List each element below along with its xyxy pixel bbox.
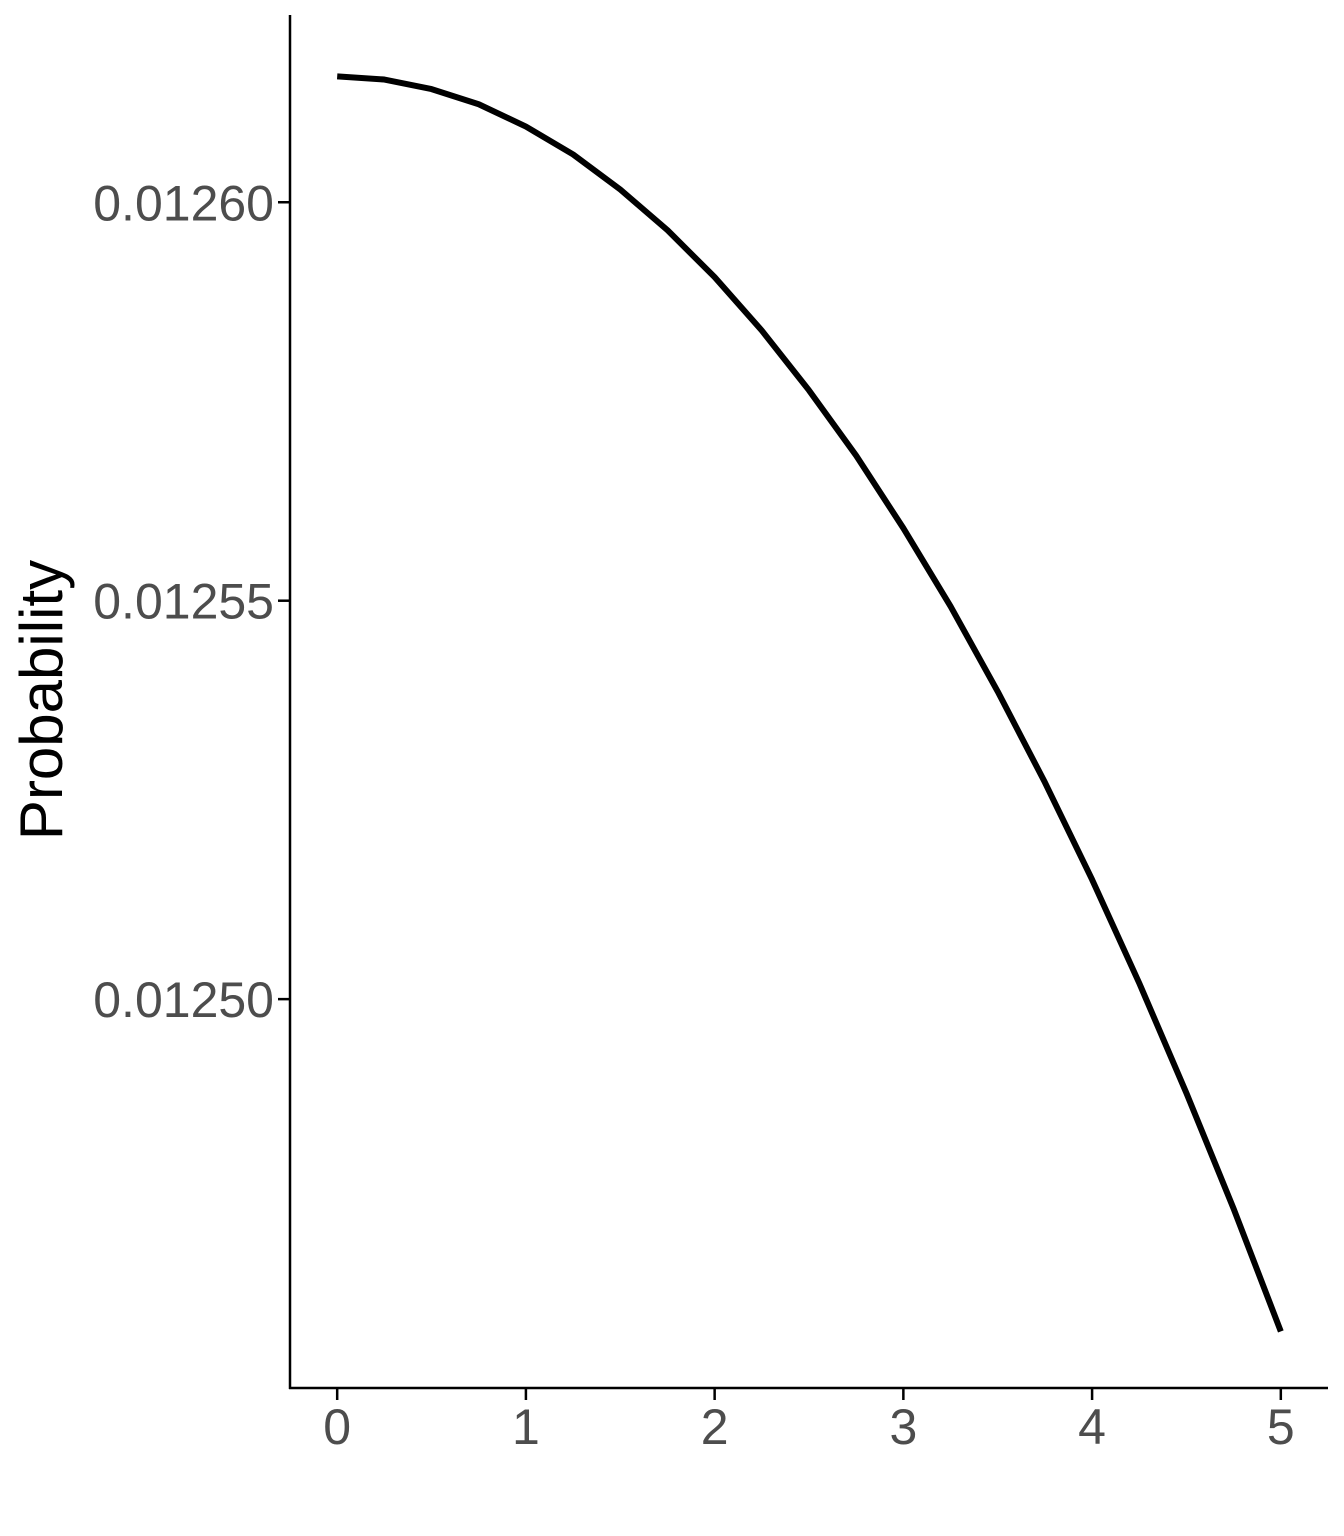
line-series xyxy=(336,73,1284,1333)
x-tick-label: 4 xyxy=(1078,1399,1106,1455)
y-tick-label: 0.01255 xyxy=(93,574,274,630)
x-tick-label: 0 xyxy=(323,1399,351,1455)
x-tick-label: 2 xyxy=(701,1399,729,1455)
x-tick-label: 3 xyxy=(889,1399,917,1455)
y-tick-label: 0.01250 xyxy=(93,972,274,1028)
x-tick-label: 1 xyxy=(512,1399,540,1455)
y-tick-label: 0.01260 xyxy=(93,175,274,231)
y-axis-title: Probability xyxy=(8,560,75,840)
x-tick-label: 5 xyxy=(1267,1399,1295,1455)
